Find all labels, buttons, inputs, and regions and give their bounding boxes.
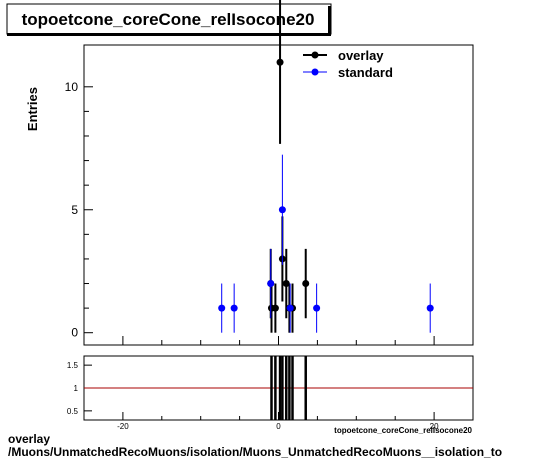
ratio-y-tick-label: 1	[74, 384, 79, 393]
x-tick-label: 0	[276, 422, 281, 431]
data-point	[271, 304, 279, 312]
y-axis-label: Entries	[25, 87, 40, 131]
x-tick-label: 20	[430, 422, 439, 431]
chart-title: topoetcone_coreCone_relIsocone20	[22, 10, 315, 29]
series-standard	[218, 154, 434, 333]
main-axes: 0 5 10	[65, 80, 474, 345]
footer-path: /Muons/UnmatchedRecoMuons/isolation/Muon…	[8, 445, 503, 459]
y-tick-label: 0	[71, 326, 78, 340]
y-tick-label: 5	[71, 203, 78, 217]
data-point	[278, 206, 286, 214]
data-point	[267, 280, 275, 288]
main-plot-frame	[83, 44, 474, 346]
ratio-y-tick-label: 1.5	[67, 361, 79, 370]
data-point	[282, 280, 290, 288]
y-tick-label: 10	[65, 80, 79, 94]
data-point	[276, 58, 284, 66]
legend-label-overlay: overlay	[338, 48, 384, 63]
ratio-y-tick-label: 0.5	[67, 407, 79, 416]
x-axis-label: topoetcone_coreCone_relIsocone20	[334, 426, 472, 435]
legend-label-standard: standard	[338, 65, 393, 80]
title-box: topoetcone_coreCone_relIsocone20	[6, 3, 332, 36]
data-point	[313, 304, 321, 312]
data-point	[286, 304, 294, 312]
footer-label: overlay	[8, 432, 51, 446]
data-point	[302, 280, 310, 288]
x-tick-label: -20	[117, 422, 129, 431]
legend: overlay standard	[303, 48, 393, 80]
data-point	[230, 304, 238, 312]
series-layer	[218, 0, 434, 333]
data-point	[218, 304, 226, 312]
legend-marker-standard	[311, 68, 319, 76]
legend-marker-overlay	[311, 51, 319, 59]
ratio-axes: 0.5 1 1.5 -20 0 20	[67, 356, 474, 431]
data-point	[426, 304, 434, 312]
